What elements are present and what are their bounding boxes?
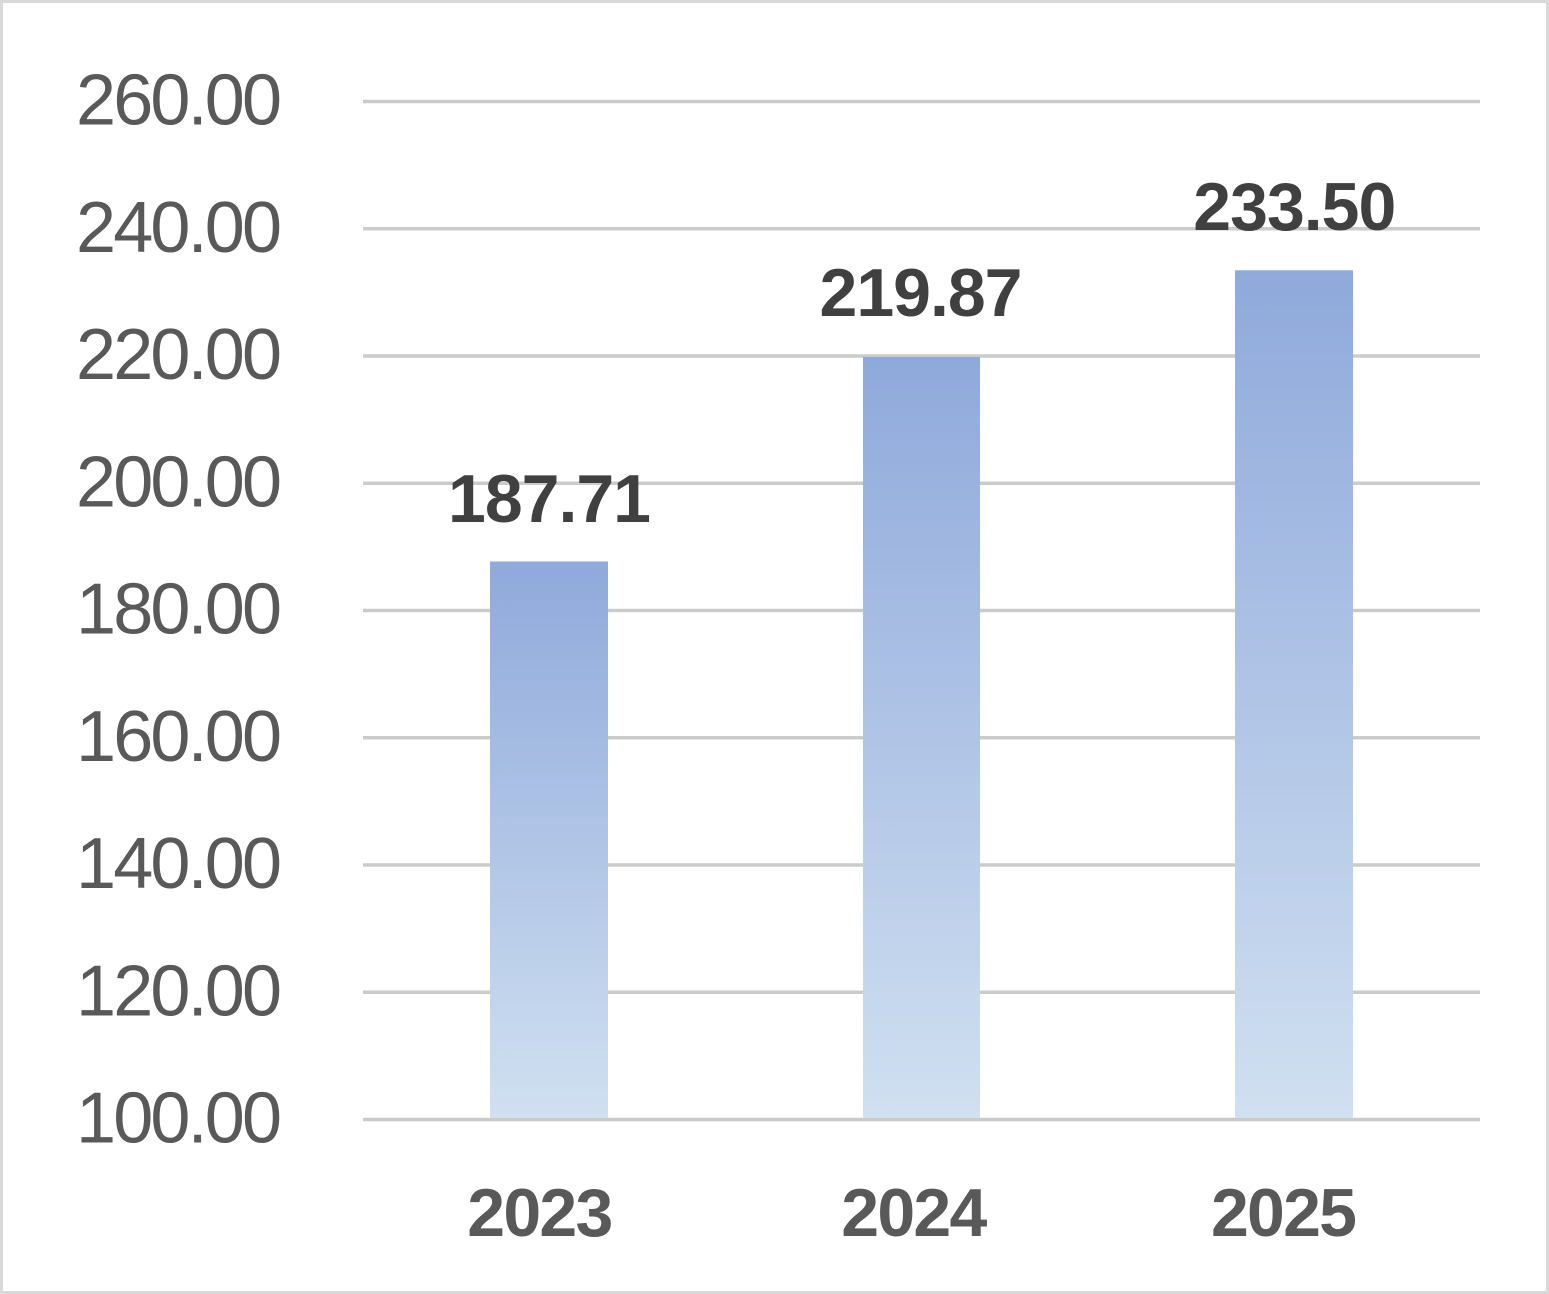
- svg-text:187.71: 187.71: [448, 461, 651, 537]
- svg-text:240.00: 240.00: [76, 188, 282, 268]
- svg-text:160.00: 160.00: [76, 697, 282, 777]
- svg-text:140.00: 140.00: [76, 824, 282, 904]
- svg-text:2024: 2024: [841, 1175, 987, 1251]
- svg-text:233.50: 233.50: [1193, 169, 1396, 245]
- svg-text:2025: 2025: [1211, 1175, 1357, 1251]
- svg-text:100.00: 100.00: [76, 1079, 282, 1159]
- svg-text:180.00: 180.00: [76, 570, 282, 650]
- svg-text:120.00: 120.00: [76, 951, 282, 1031]
- svg-text:260.00: 260.00: [76, 61, 282, 141]
- svg-text:220.00: 220.00: [76, 315, 282, 395]
- svg-text:2023: 2023: [467, 1175, 613, 1251]
- svg-text:219.87: 219.87: [820, 255, 1023, 331]
- svg-text:200.00: 200.00: [76, 442, 282, 522]
